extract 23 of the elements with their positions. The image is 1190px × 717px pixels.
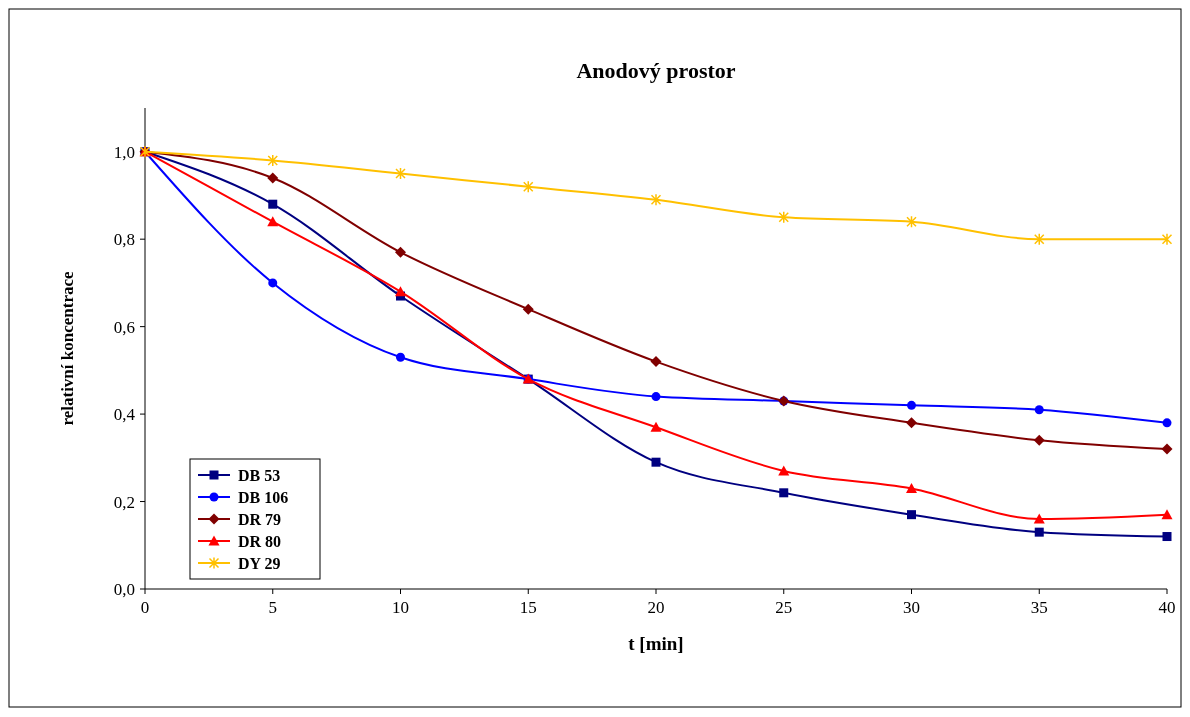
y-tick-label: 0,0: [113, 580, 135, 599]
legend-label: DR 80: [238, 533, 282, 550]
legend-label: DY 29: [238, 555, 281, 572]
x-axis-title: t [min]: [628, 633, 684, 654]
chart-title: Anodový prostor: [576, 58, 736, 83]
x-tick-label: 20: [647, 598, 665, 617]
x-tick-label: 25: [775, 598, 793, 617]
x-tick-label: 35: [1030, 598, 1048, 617]
x-tick-label: 30: [903, 598, 920, 617]
y-axis-title: relativní koncentrace: [58, 271, 77, 426]
x-tick-label: 15: [519, 598, 537, 617]
y-tick-label: 1,0: [113, 142, 135, 162]
legend-label: DB 53: [238, 467, 281, 484]
y-tick-label: 0,8: [113, 230, 135, 250]
y-tick-label: 0,6: [113, 317, 135, 337]
x-tick-label: 0: [140, 598, 150, 617]
y-tick-label: 0,2: [113, 492, 135, 512]
x-tick-label: 5: [268, 598, 277, 617]
x-tick-label: 40: [1158, 598, 1176, 617]
y-tick-label: 0,4: [113, 405, 136, 425]
legend-label: DB 106: [238, 489, 289, 506]
x-tick-label: 10: [392, 598, 409, 617]
legend-label: DR 79: [238, 511, 282, 528]
